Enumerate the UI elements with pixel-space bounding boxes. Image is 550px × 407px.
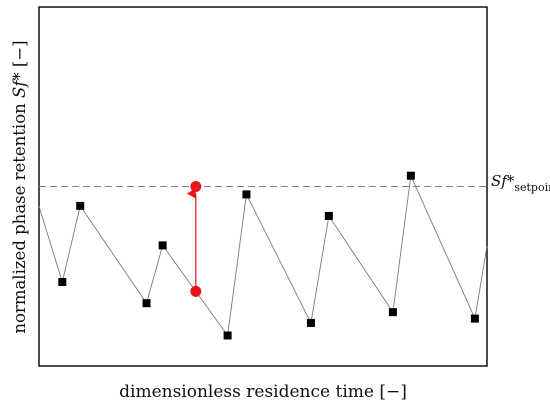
setpoint-label-sub: setpoint <box>514 181 550 194</box>
data-point-marker-2 <box>76 201 85 210</box>
y-axis-label: normalized phase retention Sf* [−] <box>10 40 29 333</box>
series-line-0 <box>38 174 488 337</box>
data-point-marker-3 <box>142 299 151 308</box>
data-point-marker-11 <box>470 314 479 323</box>
plot-content <box>38 171 488 340</box>
x-axis-label: dimensionless residence time [−] <box>119 382 407 402</box>
data-point-marker-7 <box>306 318 315 327</box>
setpoint-label: Sf*setpoint <box>491 172 550 194</box>
start-point-marker <box>190 285 202 297</box>
y-axis-label-suffix: [−] <box>10 40 29 72</box>
data-point-marker-6 <box>242 190 251 199</box>
data-point-marker-9 <box>388 308 397 317</box>
data-point-marker-8 <box>324 211 333 220</box>
y-axis-label-symbol: Sf* <box>10 72 29 98</box>
data-point-marker-4 <box>158 241 167 250</box>
y-axis-label-prefix: normalized phase retention <box>10 98 29 334</box>
setpoint-label-main: Sf* <box>491 172 515 190</box>
data-point-marker-1 <box>58 277 67 286</box>
target-point-marker <box>190 181 202 192</box>
data-point-marker-10 <box>406 171 415 180</box>
data-point-marker-5 <box>223 331 232 340</box>
